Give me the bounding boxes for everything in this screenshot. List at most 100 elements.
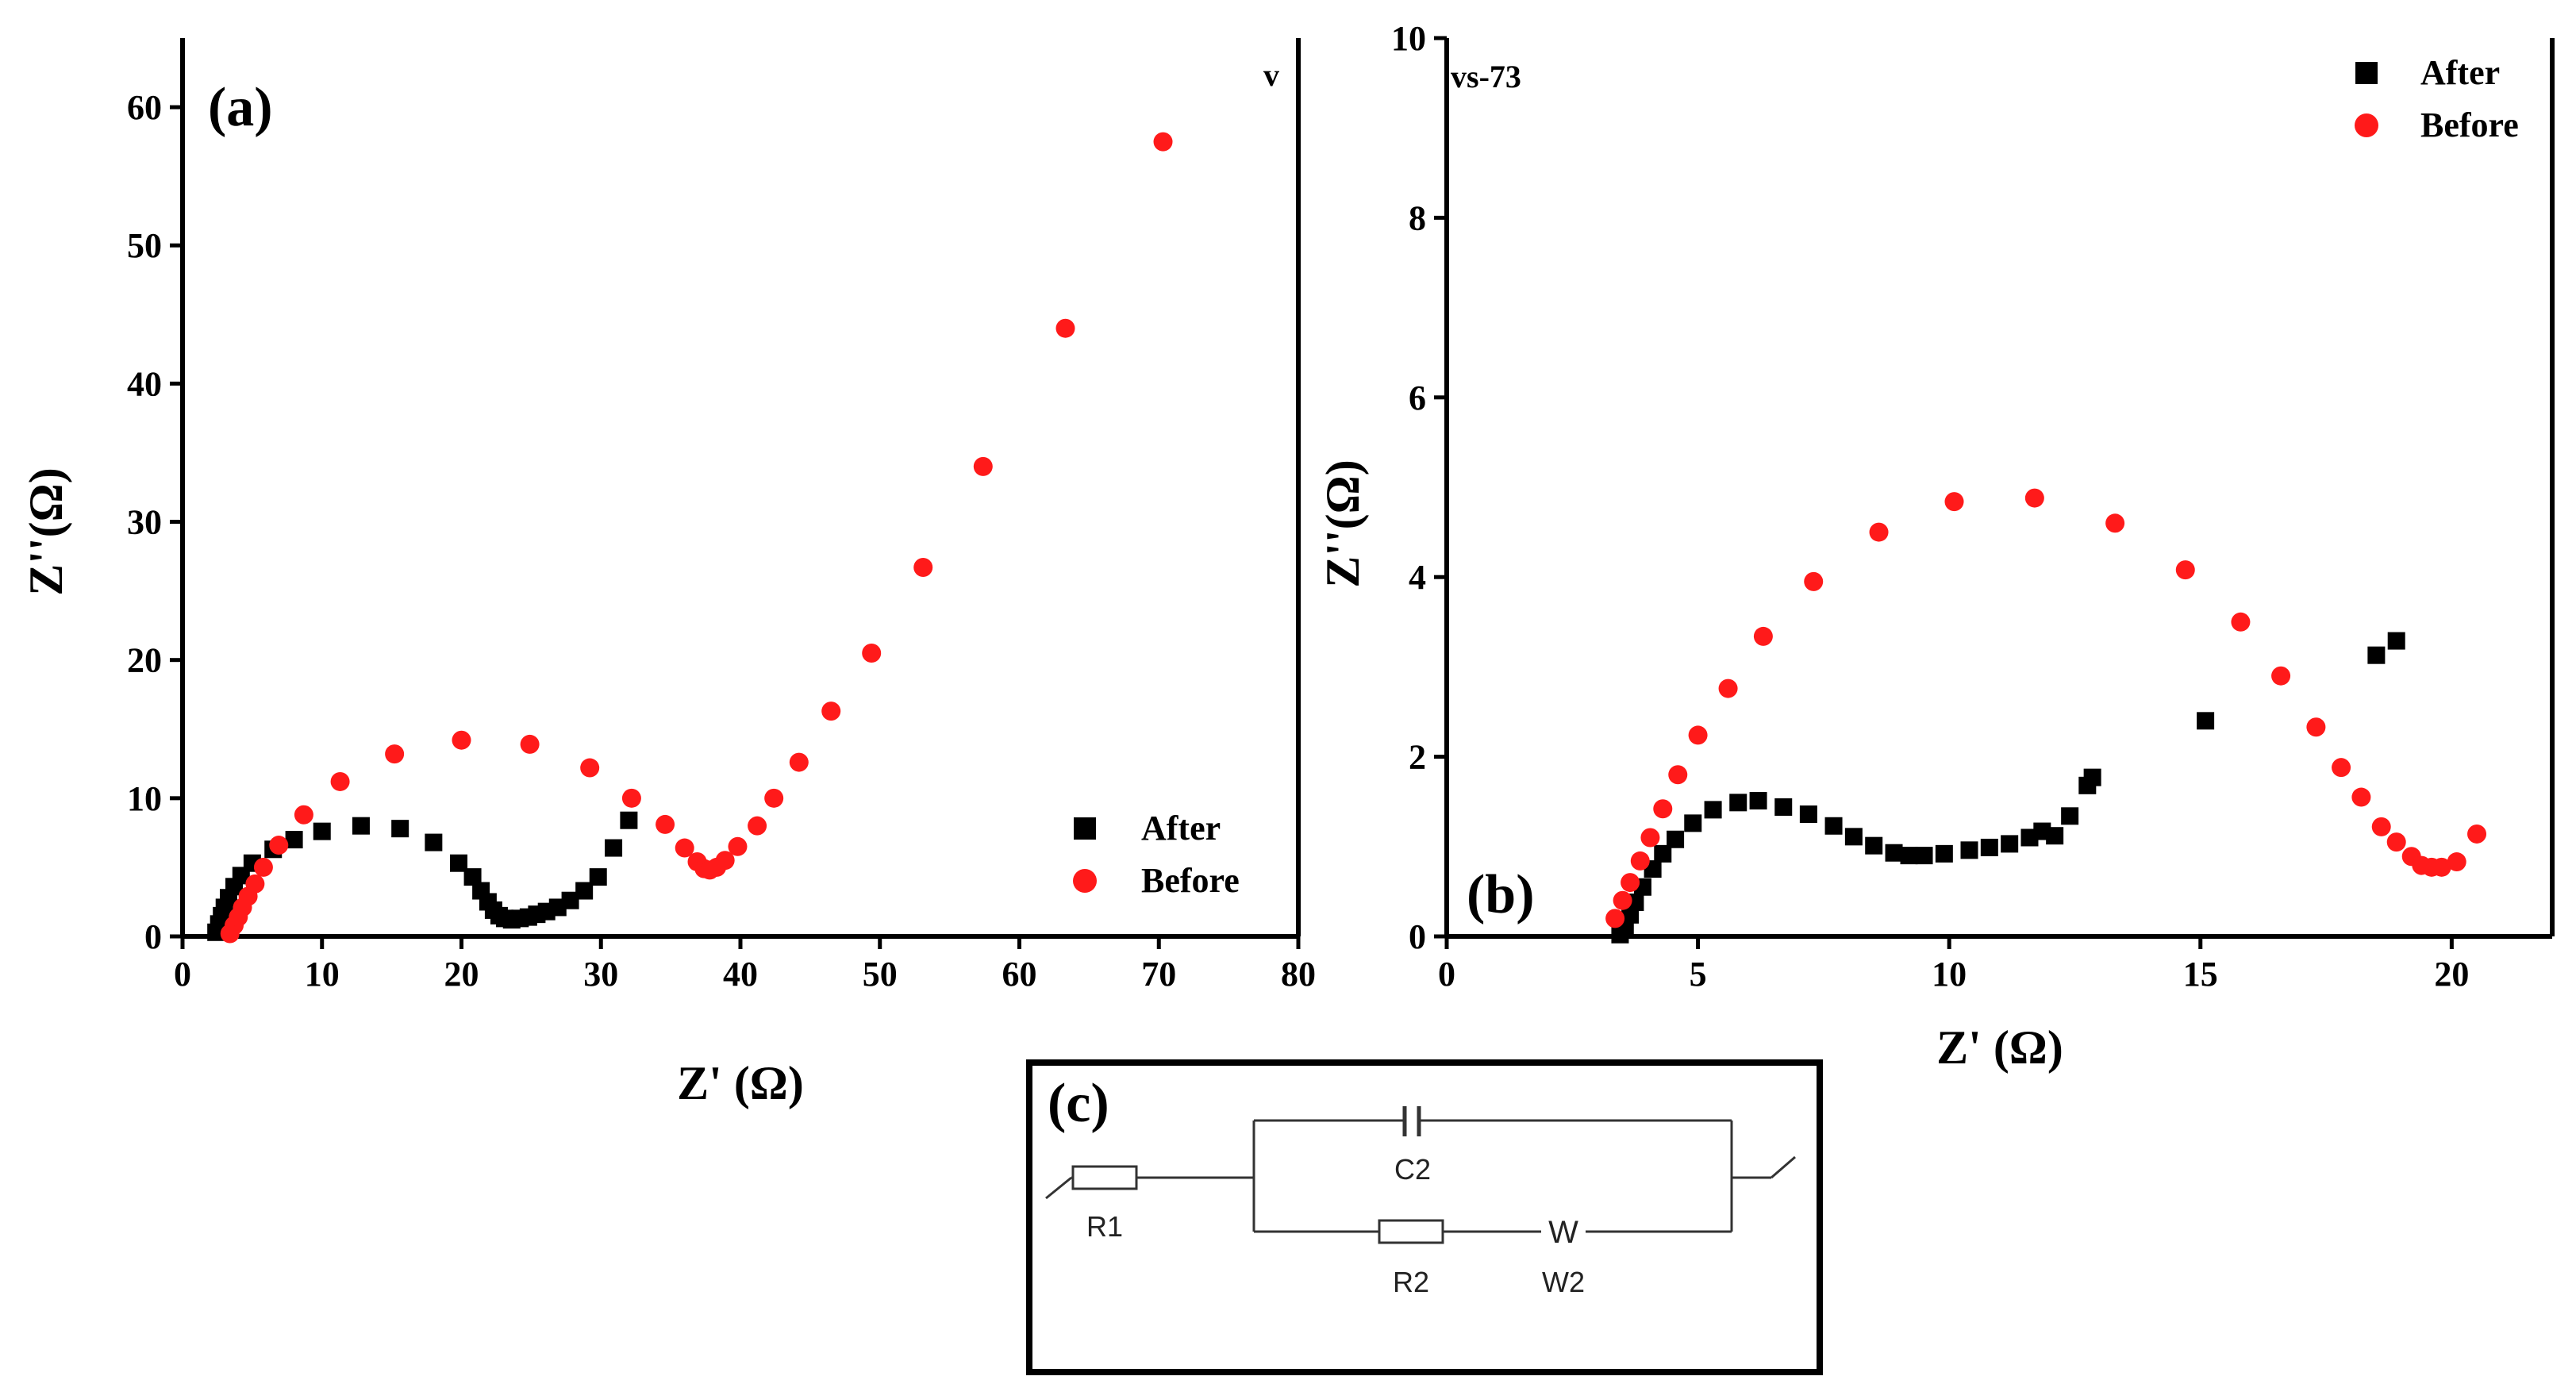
data-point-before [913, 558, 933, 578]
y-tick-label: 2 [1409, 738, 1426, 777]
x-tick-label: 20 [2434, 955, 2469, 994]
y-tick-label: 0 [1409, 917, 1426, 956]
data-point-before [1621, 873, 1640, 893]
data-point-after [1799, 805, 1817, 824]
data-point-after [449, 854, 467, 872]
data-point-after [1865, 836, 1883, 855]
y-tick-label: 10 [127, 779, 162, 818]
panel-b-data-points [1605, 488, 2487, 944]
y-tick-label: 0 [144, 917, 162, 956]
data-point-before [2231, 612, 2251, 632]
x-tick-label: 5 [1690, 955, 1707, 994]
panel-b-legend-after-label: After [2420, 53, 2500, 92]
data-point-after [352, 817, 370, 835]
data-point-before [1055, 318, 1075, 338]
panel-b-label: (b) [1467, 864, 1535, 925]
panel-b-impedance-plot: 0 5 10 15 20 0 2 4 6 8 10 (b) vs-73 Z' (Ω) Z''(Ω)… [1317, 19, 2555, 1074]
data-point-after [2046, 827, 2064, 845]
data-point-before [1688, 725, 1708, 745]
panel-a-corner-note: v [1263, 57, 1279, 93]
data-point-before [715, 851, 735, 871]
x-tick-label: 0 [174, 955, 191, 994]
data-point-before [789, 752, 809, 772]
data-point-after [1729, 794, 1747, 812]
circuit-frame [1026, 1059, 1823, 1375]
resistor-r2-label: R2 [1393, 1266, 1429, 1298]
data-point-before [728, 836, 748, 856]
data-point-before [2371, 817, 2391, 836]
data-point-before [2447, 852, 2466, 872]
x-tick-label: 80 [1281, 955, 1316, 994]
data-point-before [580, 758, 600, 778]
panel-a-data-points [207, 132, 1173, 944]
data-point-before [2386, 832, 2406, 852]
panel-a-legend-before-marker [1073, 869, 1097, 893]
data-point-after [2367, 646, 2386, 664]
x-tick-label: 10 [305, 955, 340, 994]
data-point-after [1885, 844, 1903, 862]
y-tick-label: 6 [1409, 379, 1426, 417]
data-point-before [1153, 132, 1173, 152]
data-point-after [463, 868, 482, 886]
data-point-before [1668, 765, 1688, 785]
x-tick-label: 0 [1438, 955, 1455, 994]
data-point-after [1667, 830, 1685, 848]
panel-a-label: (a) [208, 77, 273, 138]
data-point-before [1753, 626, 1773, 646]
x-tick-label: 30 [583, 955, 618, 994]
x-tick-label: 10 [1932, 955, 1967, 994]
data-point-after [1915, 847, 1933, 865]
panel-b-legend: After Before [2355, 53, 2519, 144]
data-point-before [452, 730, 471, 750]
panel-b-corner-note: vs-73 [1451, 59, 1521, 94]
data-point-after [2083, 768, 2101, 786]
panel-a-x-ticks: 0 10 20 30 40 50 60 70 80 [174, 936, 1316, 994]
data-point-before [764, 788, 784, 808]
data-point-before [675, 838, 694, 858]
x-tick-label: 40 [723, 955, 758, 994]
y-tick-label: 8 [1409, 198, 1426, 237]
data-point-after [620, 811, 638, 829]
y-tick-label: 40 [127, 364, 162, 403]
data-point-before [2351, 787, 2371, 807]
data-point-after [1844, 828, 1863, 846]
panel-a-y-ticks: 0 10 20 30 40 50 60 [127, 88, 183, 956]
panel-a-legend-after-label: After [1141, 809, 1221, 848]
y-tick-label: 30 [127, 503, 162, 542]
data-point-before [245, 874, 265, 894]
panel-a-impedance-plot: 0 10 20 30 40 50 60 70 80 0 10 20 30 40 50 60 (a) v Z'… [20, 38, 1316, 1109]
data-point-before [269, 836, 289, 855]
warburg-w2-label: W2 [1542, 1266, 1585, 1298]
y-tick-label: 20 [127, 641, 162, 680]
x-tick-label: 15 [2183, 955, 2218, 994]
data-point-before [973, 456, 993, 476]
data-point-after [2197, 712, 2215, 730]
data-point-before [520, 734, 540, 754]
data-point-before [748, 816, 767, 836]
data-point-after [1684, 814, 1702, 832]
data-point-after [1960, 841, 1978, 859]
data-point-before [2024, 488, 2044, 508]
data-point-before [294, 805, 313, 825]
data-point-after [2387, 632, 2405, 650]
data-point-after [1980, 838, 1998, 856]
data-point-after [575, 882, 594, 900]
panel-b-legend-before-marker [2355, 113, 2378, 137]
panel-b-legend-before-label: Before [2420, 106, 2519, 144]
panel-a-legend: After Before [1073, 809, 1240, 900]
x-tick-label: 70 [1141, 955, 1176, 994]
y-tick-label: 10 [1391, 19, 1426, 58]
y-tick-label: 50 [127, 226, 162, 265]
data-point-before [2175, 560, 2195, 580]
data-point-after [313, 822, 331, 840]
data-point-after [1774, 798, 1793, 816]
data-point-after [2061, 807, 2079, 825]
data-point-after [285, 831, 303, 849]
data-point-before [862, 643, 882, 663]
data-point-before [1605, 909, 1625, 928]
data-point-before [253, 857, 273, 877]
data-point-before [1804, 571, 1824, 591]
capacitor-c2-label: C2 [1394, 1153, 1431, 1186]
panel-b-x-axis-title: Z' (Ω) [1936, 1021, 2063, 1074]
data-point-before [385, 744, 405, 764]
